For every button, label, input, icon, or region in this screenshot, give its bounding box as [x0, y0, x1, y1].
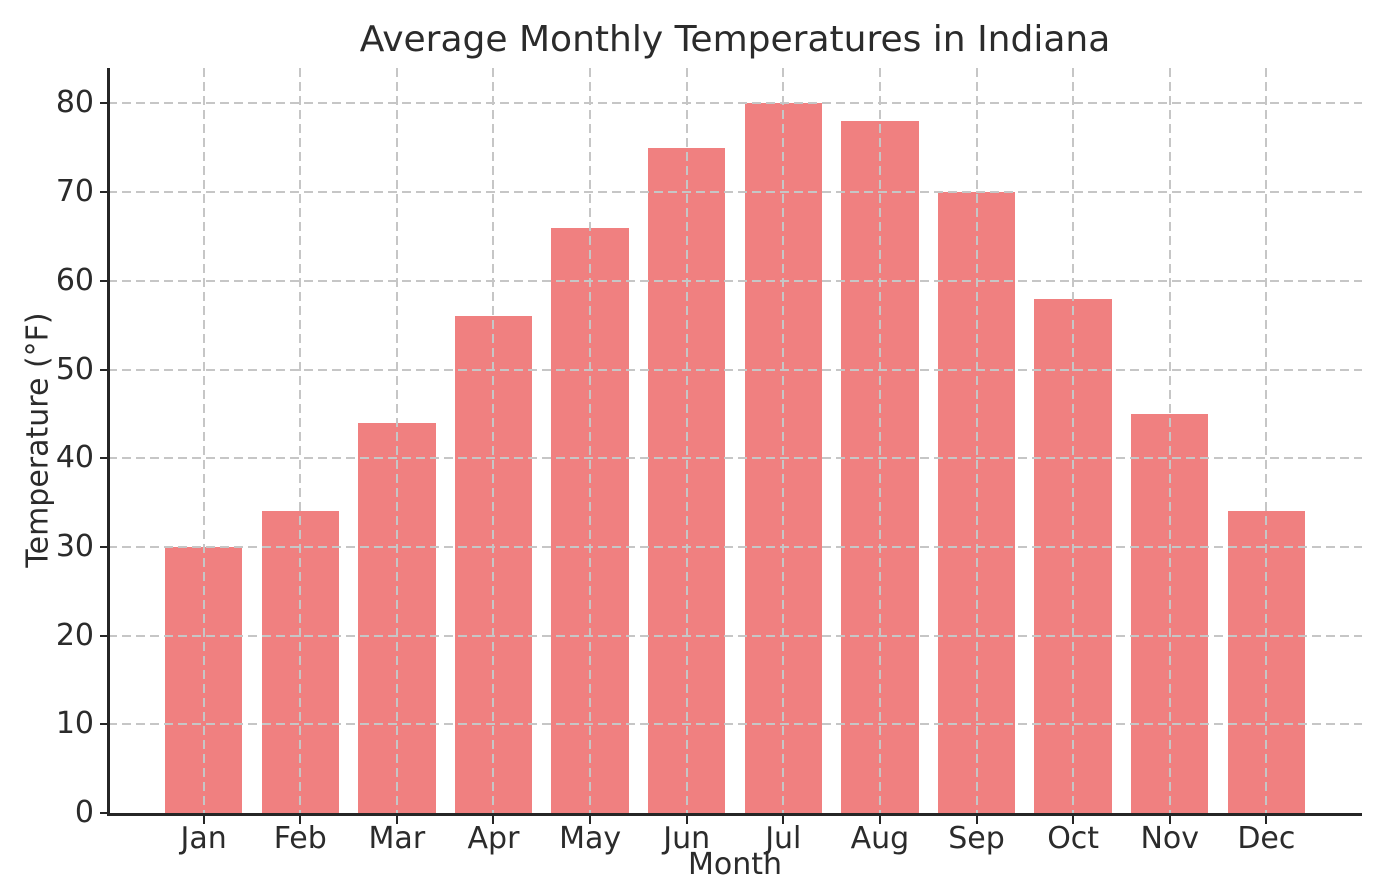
y-tick-label-0: 0 — [74, 795, 94, 830]
gridline-x-aug — [878, 68, 881, 813]
x-tick-jul — [782, 816, 785, 824]
y-tick-50 — [100, 368, 108, 371]
y-tick-label-20: 20 — [55, 617, 94, 653]
y-tick-30 — [100, 545, 108, 548]
y-tick-label-40: 40 — [55, 440, 94, 476]
x-tick-label-jun: Jun — [663, 821, 711, 856]
y-tick-20 — [100, 634, 108, 637]
y-axis-label: Temperature (°F) — [20, 312, 56, 568]
y-tick-10 — [100, 723, 108, 726]
x-tick-may — [589, 816, 592, 824]
x-tick-mar — [395, 816, 398, 824]
x-tick-label-jan: Jan — [180, 821, 227, 856]
x-tick-feb — [299, 816, 302, 824]
y-tick-label-10: 10 — [55, 706, 94, 742]
y-tick-label-80: 80 — [55, 85, 94, 121]
x-axis-spine — [107, 813, 1362, 816]
gridline-x-jan — [202, 68, 205, 813]
y-tick-40 — [100, 457, 108, 460]
gridline-x-mar — [395, 68, 398, 813]
x-tick-label-feb: Feb — [273, 821, 327, 856]
y-tick-label-50: 50 — [55, 351, 94, 387]
x-tick-label-oct: Oct — [1047, 821, 1100, 856]
x-tick-label-apr: Apr — [467, 821, 520, 856]
x-tick-label-nov: Nov — [1140, 821, 1200, 856]
gridline-y-20 — [108, 634, 1362, 637]
gridline-y-60 — [108, 279, 1362, 282]
gridline-y-70 — [108, 191, 1362, 194]
x-tick-oct — [1072, 816, 1075, 824]
gridline-y-30 — [108, 545, 1362, 548]
y-tick-label-30: 30 — [55, 528, 94, 564]
x-tick-jan — [202, 816, 205, 824]
y-tick-0 — [100, 812, 108, 814]
gridline-x-may — [589, 68, 592, 813]
gridline-x-sep — [975, 68, 978, 813]
gridline-y-10 — [108, 723, 1362, 726]
x-tick-label-may: May — [559, 821, 622, 856]
gridline-y-50 — [108, 368, 1362, 371]
gridline-x-feb — [299, 68, 302, 813]
y-tick-label-70: 70 — [55, 174, 94, 210]
gridline-x-jul — [782, 68, 785, 813]
x-tick-aug — [878, 816, 881, 824]
gridline-y-80 — [108, 102, 1362, 105]
x-tick-apr — [492, 816, 495, 824]
chart-title: Average Monthly Temperatures in Indiana — [359, 19, 1111, 60]
y-tick-70 — [100, 191, 108, 194]
gridline-x-dec — [1265, 68, 1268, 813]
x-tick-label-dec: Dec — [1237, 821, 1296, 856]
x-tick-label-aug: Aug — [850, 821, 910, 856]
y-tick-60 — [100, 279, 108, 282]
gridline-x-nov — [1168, 68, 1171, 813]
x-tick-label-mar: Mar — [368, 821, 426, 856]
gridline-x-jun — [685, 68, 688, 813]
x-tick-jun — [685, 816, 688, 824]
x-tick-nov — [1168, 816, 1171, 824]
x-tick-dec — [1265, 816, 1268, 824]
gridline-x-apr — [492, 68, 495, 813]
x-tick-label-jul: Jul — [765, 821, 802, 856]
y-axis-spine — [107, 68, 110, 816]
gridline-x-oct — [1072, 68, 1075, 813]
gridline-y-40 — [108, 457, 1362, 460]
y-tick-80 — [100, 102, 108, 105]
x-tick-label-sep: Sep — [948, 821, 1005, 856]
y-tick-label-60: 60 — [55, 262, 94, 298]
x-axis-label: Month — [687, 847, 783, 882]
x-tick-sep — [975, 816, 978, 824]
